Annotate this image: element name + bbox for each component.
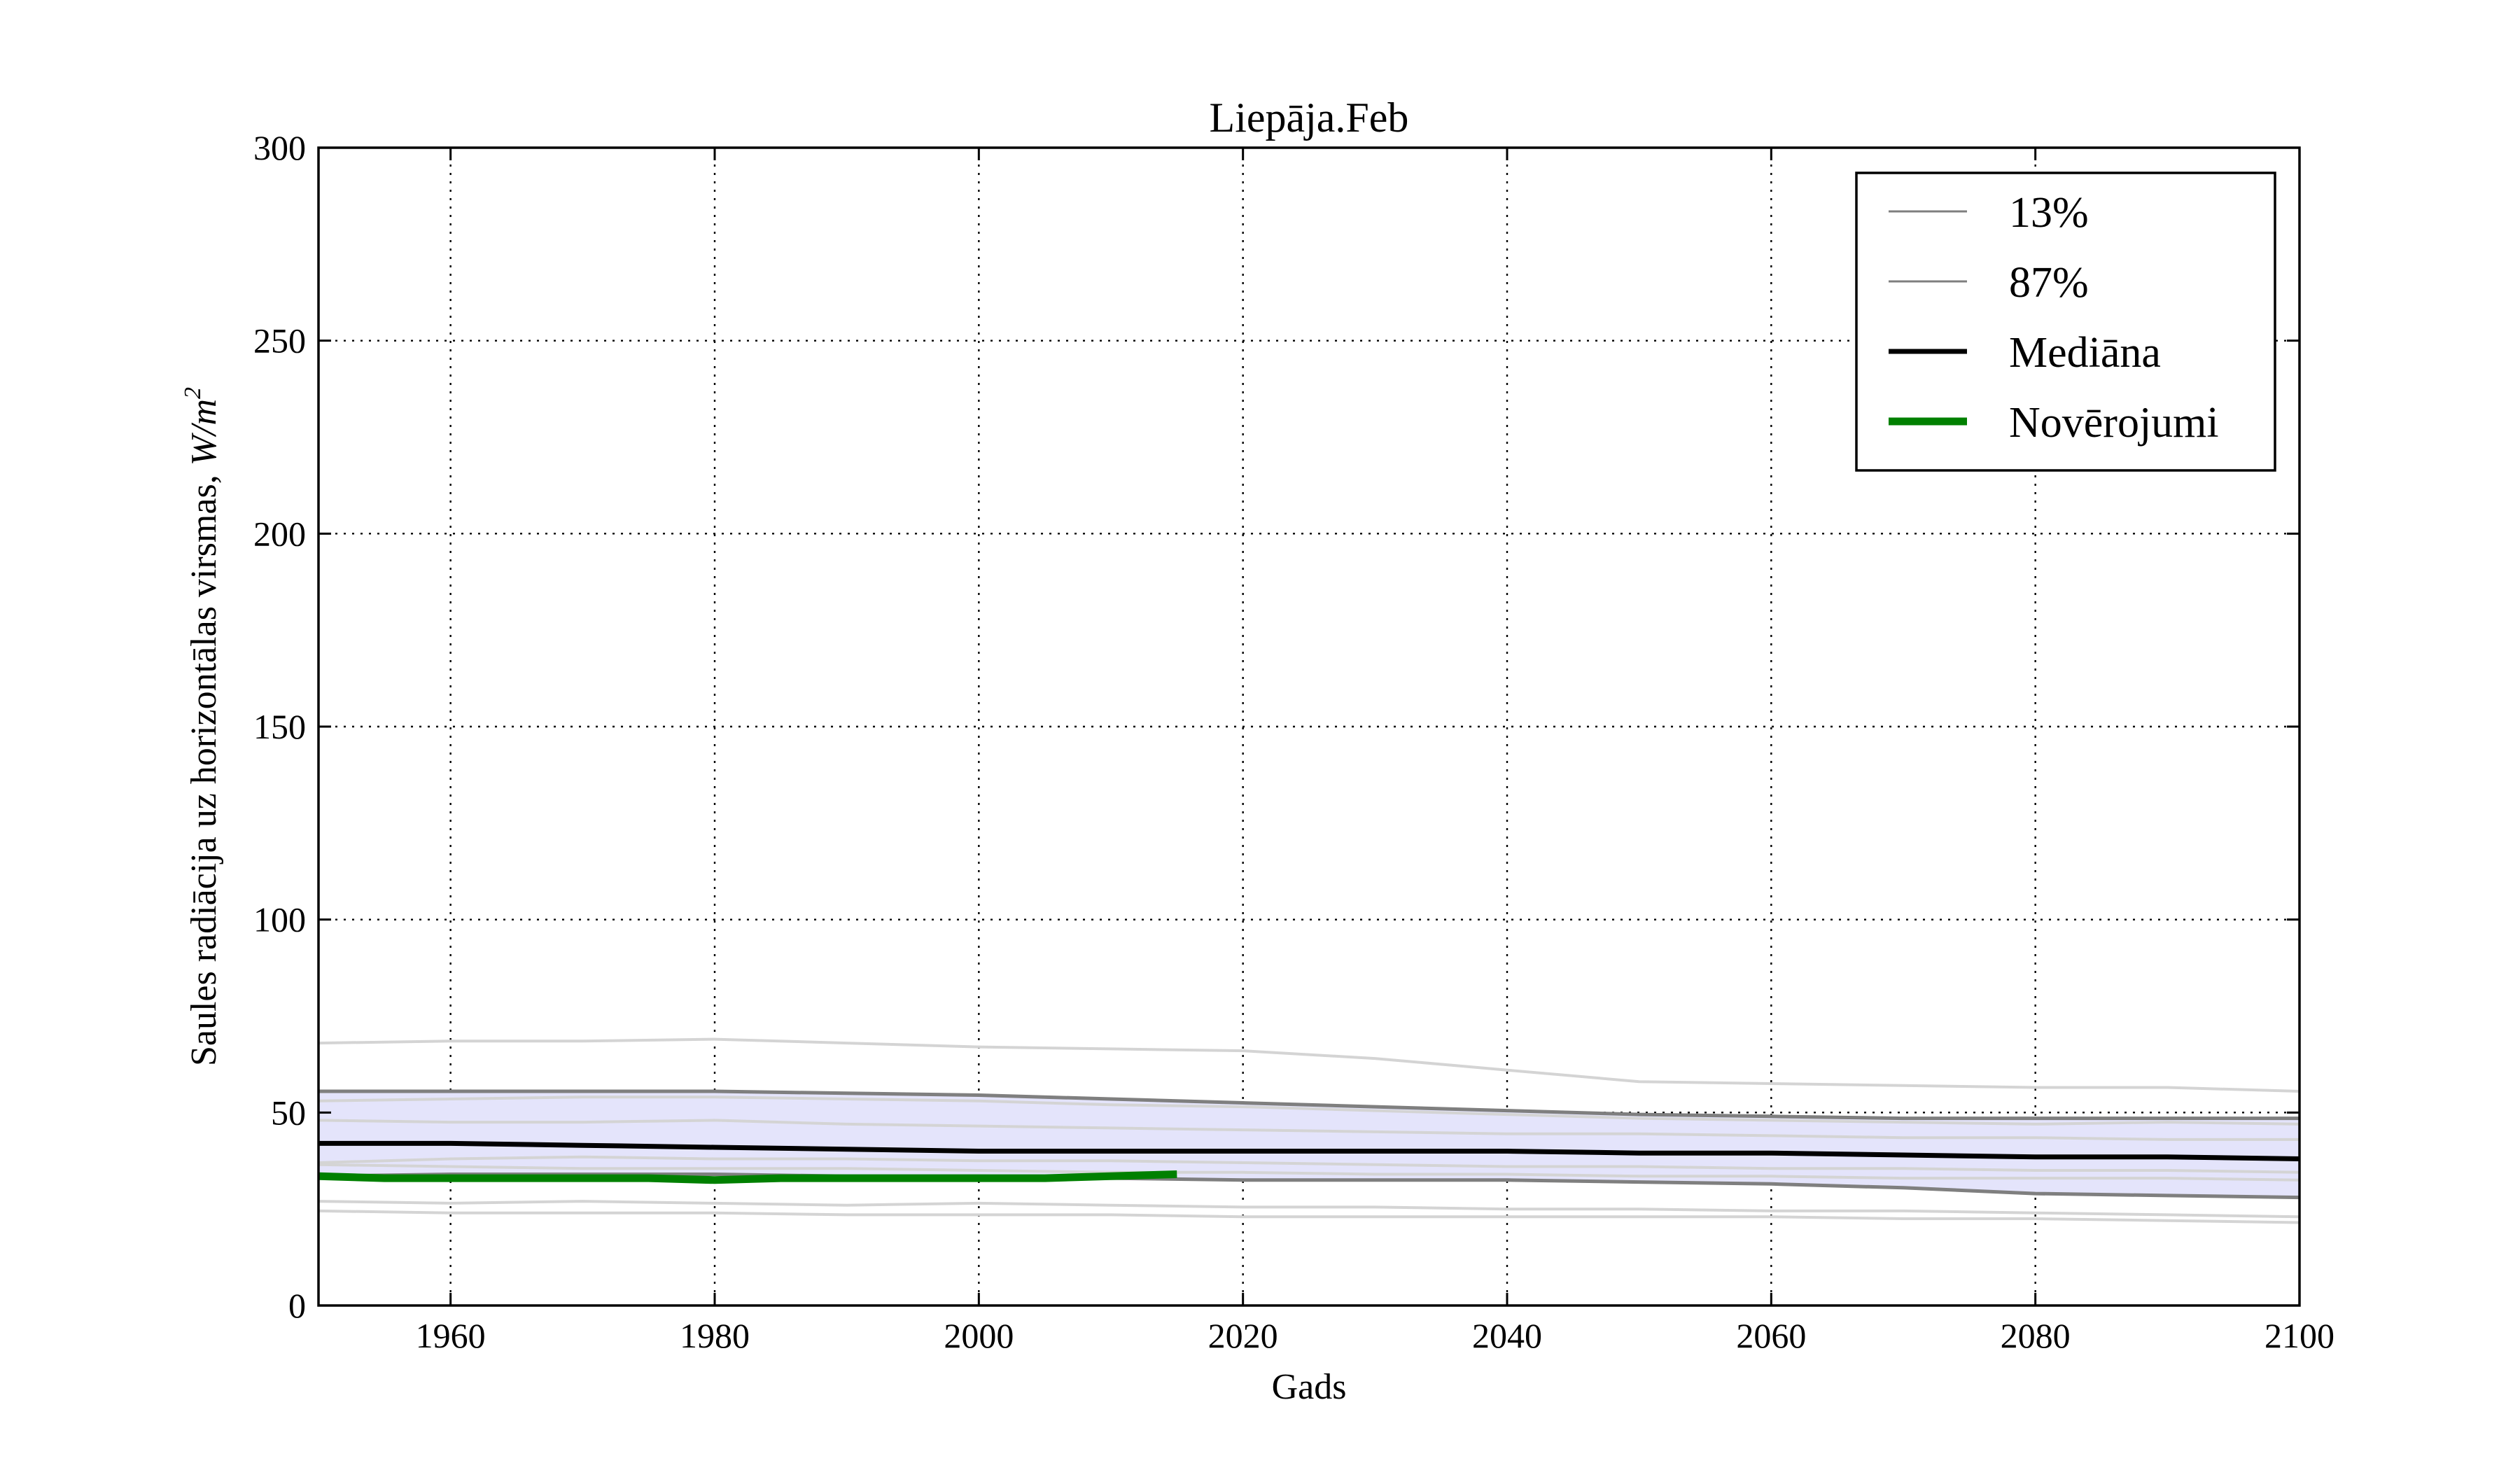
y-tick-label: 300 xyxy=(253,128,306,167)
legend-label: 13% xyxy=(2009,189,2089,237)
x-tick-label: 1980 xyxy=(680,1316,750,1355)
ensemble-member-line xyxy=(318,1163,2300,1182)
ensemble-member-line xyxy=(318,1209,2300,1224)
y-tick-label: 200 xyxy=(253,514,306,553)
x-axis-label: Gads xyxy=(1272,1367,1347,1407)
ensemble-member-line xyxy=(318,1096,2300,1126)
series-line xyxy=(318,1170,1177,1184)
legend-label: 87% xyxy=(2009,259,2089,307)
y-axis-label: Saules radiācija uz horizontālas virsmas… xyxy=(180,387,224,1066)
ensemble-members xyxy=(318,1037,2300,1224)
y-axis-unit-exponent: 2 xyxy=(180,387,206,399)
ensemble-member-line xyxy=(318,1200,2300,1219)
legend-label: Novērojumi xyxy=(2009,399,2219,447)
x-tick-label: 1960 xyxy=(416,1316,486,1355)
legend: 13% 87% Mediāna Novērojumi xyxy=(1855,172,2276,472)
ensemble-member-line xyxy=(318,1119,2300,1141)
legend-label: Mediāna xyxy=(2009,329,2161,377)
x-tick-label: 2080 xyxy=(2001,1316,2071,1355)
x-tick-label: 2000 xyxy=(944,1316,1014,1355)
y-tick-label: 100 xyxy=(253,900,306,939)
series-line xyxy=(318,1089,2300,1121)
series-lines xyxy=(318,1089,2300,1200)
y-tick-label: 150 xyxy=(253,707,306,746)
x-tick-label: 2060 xyxy=(1736,1316,1806,1355)
axis-ticks: 1960 1980 2000 2020 2040 2060 2080 2100 0 50 100 15… xyxy=(253,128,2334,1355)
y-tick-label: 250 xyxy=(253,321,306,360)
x-tick-label: 2100 xyxy=(2264,1316,2334,1355)
y-tick-label: 50 xyxy=(271,1093,306,1132)
series-line xyxy=(318,1172,2300,1200)
series-line xyxy=(318,1140,2300,1161)
ensemble-member-line xyxy=(318,1037,2300,1093)
x-tick-label: 2020 xyxy=(1208,1316,1278,1355)
chart-title: Liepāja.Feb xyxy=(1210,94,1409,141)
x-tick-label: 2040 xyxy=(1472,1316,1542,1355)
y-tick-label: 0 xyxy=(288,1286,306,1325)
y-axis-label-text: Saules radiācija uz horizontālas virsmas… xyxy=(184,465,224,1066)
y-axis-unit: W/m xyxy=(184,399,224,465)
ensemble-member-line xyxy=(318,1155,2300,1174)
